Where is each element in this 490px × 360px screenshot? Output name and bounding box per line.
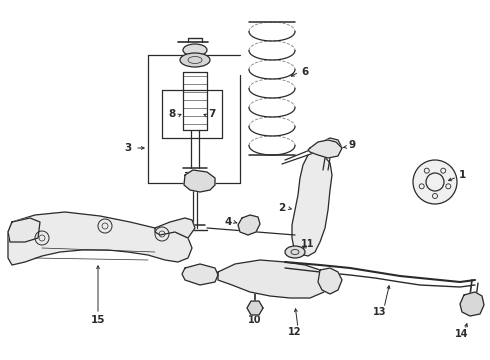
Polygon shape <box>184 170 215 192</box>
Text: 4: 4 <box>224 217 232 227</box>
Polygon shape <box>182 264 218 285</box>
Polygon shape <box>247 301 263 315</box>
Polygon shape <box>218 260 328 298</box>
Text: 2: 2 <box>278 203 286 213</box>
Polygon shape <box>238 215 260 235</box>
Polygon shape <box>8 218 40 242</box>
Polygon shape <box>318 268 342 294</box>
Text: 5: 5 <box>198 173 206 183</box>
Text: 10: 10 <box>248 315 262 325</box>
Ellipse shape <box>180 53 210 67</box>
Circle shape <box>413 160 457 204</box>
Text: 7: 7 <box>208 109 216 119</box>
Text: 9: 9 <box>348 140 356 150</box>
Text: 13: 13 <box>373 307 387 317</box>
Text: 14: 14 <box>455 329 469 339</box>
Ellipse shape <box>183 44 207 56</box>
Polygon shape <box>460 292 484 316</box>
Text: 3: 3 <box>124 143 132 153</box>
Text: 6: 6 <box>301 67 309 77</box>
Polygon shape <box>155 218 195 238</box>
Ellipse shape <box>285 246 305 258</box>
Polygon shape <box>308 140 342 158</box>
Text: 15: 15 <box>91 315 105 325</box>
Polygon shape <box>292 152 332 256</box>
Text: 1: 1 <box>458 170 466 180</box>
Text: 12: 12 <box>288 327 302 337</box>
Polygon shape <box>316 138 342 157</box>
Polygon shape <box>8 212 192 265</box>
Text: 8: 8 <box>169 109 175 119</box>
Text: 11: 11 <box>301 239 315 249</box>
